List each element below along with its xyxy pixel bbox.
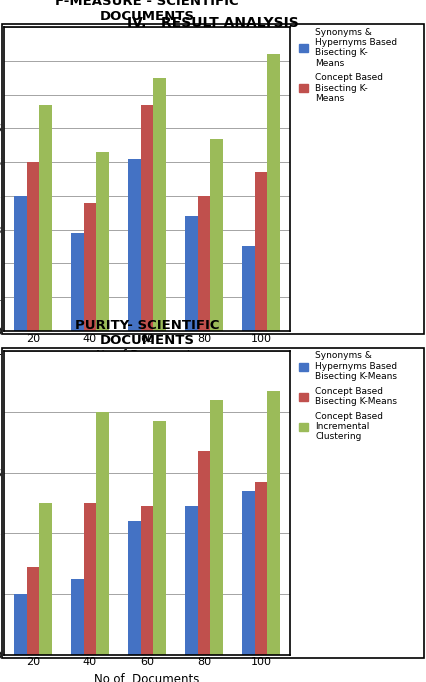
Bar xyxy=(128,159,141,331)
Bar xyxy=(185,216,198,331)
Title: F-MEASURE - SCIENTIFIC
DOCUMENTS: F-MEASURE - SCIENTIFIC DOCUMENTS xyxy=(55,0,239,23)
Bar xyxy=(14,196,26,331)
Bar xyxy=(268,391,280,655)
Bar xyxy=(153,78,166,331)
X-axis label: No.of Documents: No.of Documents xyxy=(96,349,198,362)
Bar xyxy=(198,196,210,331)
Bar xyxy=(39,503,52,655)
Bar xyxy=(141,105,153,331)
Bar xyxy=(83,203,96,331)
Bar xyxy=(96,412,109,655)
Bar xyxy=(255,481,268,655)
Bar xyxy=(96,152,109,331)
Bar xyxy=(210,400,223,655)
Legend: Synonyms &
Hypernyms Based
Bisecting K-
Means, Concept Based
Bisecting K-
Means: Synonyms & Hypernyms Based Bisecting K- … xyxy=(297,26,399,105)
X-axis label: No.of  Documents: No.of Documents xyxy=(94,673,200,682)
Title: PURITY- SCIENTIFIC
DOCUMENTS: PURITY- SCIENTIFIC DOCUMENTS xyxy=(75,319,219,347)
Bar xyxy=(153,421,166,655)
Bar xyxy=(26,162,39,331)
Bar xyxy=(39,105,52,331)
Bar xyxy=(141,506,153,655)
Bar xyxy=(198,451,210,655)
Bar xyxy=(71,579,83,655)
Bar xyxy=(26,567,39,655)
Bar xyxy=(242,246,255,331)
Bar xyxy=(71,233,83,331)
Bar xyxy=(255,173,268,331)
Bar xyxy=(128,521,141,655)
Bar xyxy=(242,491,255,655)
Bar xyxy=(268,55,280,331)
Bar xyxy=(185,506,198,655)
Bar xyxy=(210,138,223,331)
Legend: Synonyms &
Hypernyms Based
Bisecting K-Means, Concept Based
Bisecting K-Means, C: Synonyms & Hypernyms Based Bisecting K-M… xyxy=(297,350,399,443)
Bar xyxy=(83,503,96,655)
Bar xyxy=(14,594,26,655)
Text: IV.   RESULT ANALYSIS: IV. RESULT ANALYSIS xyxy=(127,16,299,30)
